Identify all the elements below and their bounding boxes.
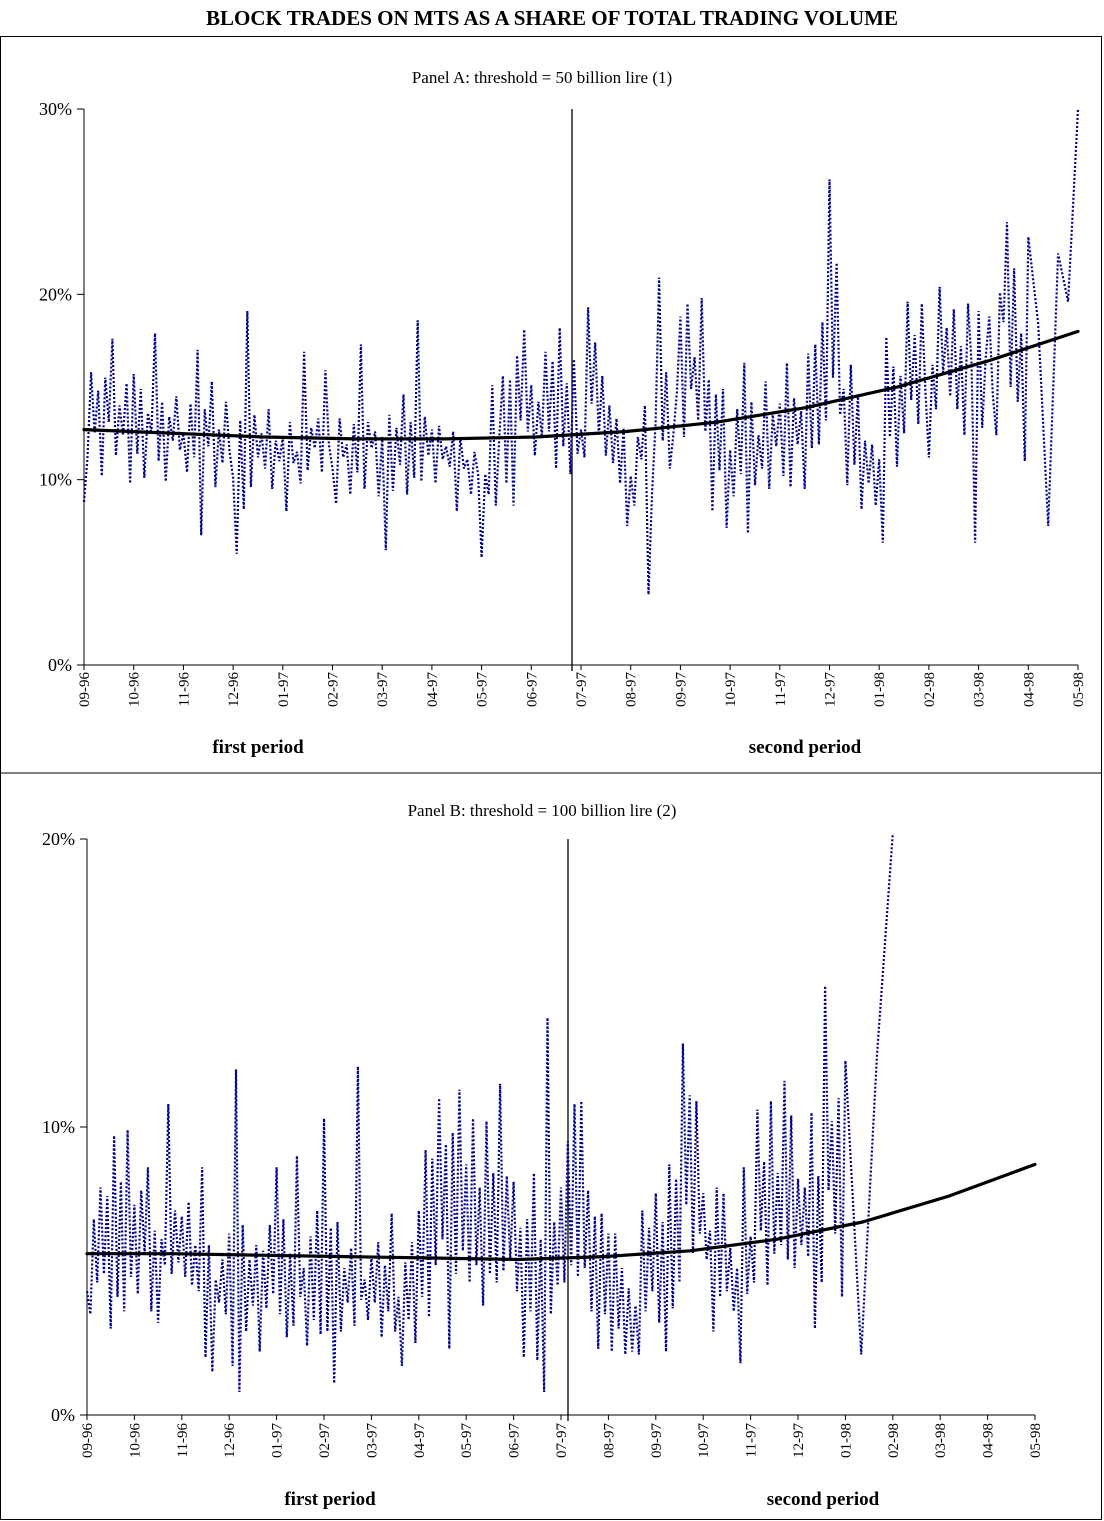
main-title: BLOCK TRADES ON MTS AS A SHARE OF TOTAL …: [206, 6, 898, 30]
x-tick-label: 03-98: [933, 1423, 949, 1458]
x-tick-label: 08-97: [601, 1423, 617, 1458]
x-tick-label: 10-97: [723, 672, 739, 707]
figure-frame: [0, 36, 1102, 1520]
x-tick-label: 04-98: [981, 1423, 997, 1458]
panel-a-title: Panel A: threshold = 50 billion lire (1): [412, 68, 672, 87]
x-tick-label: 06-97: [507, 1423, 523, 1458]
y-tick-label: 10%: [39, 470, 72, 490]
x-tick-label: 11-97: [744, 1423, 760, 1458]
y-tick-label: 20%: [42, 829, 75, 849]
x-tick-label: 12-97: [823, 672, 839, 707]
x-tick-label: 04-97: [425, 672, 441, 707]
x-tick-label: 03-97: [364, 1423, 380, 1458]
block-trade-share-series: [85, 833, 894, 1393]
x-tick-label: 10-96: [127, 1423, 143, 1458]
x-tick-label: 05-97: [475, 672, 491, 707]
x-tick-label: 09-96: [80, 1423, 96, 1458]
x-tick-label: 02-98: [886, 1423, 902, 1458]
x-tick-label: 06-97: [524, 672, 540, 707]
x-tick-label: 11-96: [175, 1423, 191, 1458]
x-tick-label: 05-98: [1071, 672, 1087, 707]
x-tick-label: 11-97: [773, 672, 789, 707]
x-tick-label: 08-97: [624, 672, 640, 707]
first-period-label: first period: [284, 1489, 376, 1510]
x-tick-label: 01-98: [838, 1423, 854, 1458]
y-tick-label: 30%: [39, 99, 72, 119]
x-tick-label: 07-97: [554, 1423, 570, 1458]
y-tick-label: 20%: [39, 284, 72, 304]
x-tick-label: 05-97: [459, 1423, 475, 1458]
x-tick-label: 12-96: [226, 672, 242, 707]
trend-line: [85, 1162, 1037, 1262]
x-tick-label: 10-96: [127, 672, 143, 707]
panel-b: Panel B: threshold = 100 billion lire (2…: [42, 801, 1044, 1510]
panel-b-title: Panel B: threshold = 100 billion lire (2…: [408, 801, 677, 820]
x-tick-label: 12-96: [222, 1423, 238, 1458]
x-tick-label: 12-97: [791, 1423, 807, 1458]
x-tick-label: 07-97: [574, 672, 590, 707]
y-tick-label: 10%: [42, 1117, 75, 1137]
x-tick-label: 11-96: [176, 672, 192, 707]
x-tick-label: 03-98: [972, 672, 988, 707]
x-tick-label: 02-97: [326, 672, 342, 707]
first-period-label: first period: [212, 737, 304, 758]
x-tick-label: 09-96: [77, 672, 93, 707]
x-tick-label: 02-98: [922, 672, 938, 707]
x-tick-label: 01-97: [276, 672, 292, 707]
x-tick-label: 04-98: [1021, 672, 1037, 707]
x-tick-label: 03-97: [375, 672, 391, 707]
x-tick-label: 04-97: [412, 1423, 428, 1458]
x-tick-label: 09-97: [649, 1423, 665, 1458]
block-trade-share-series: [82, 108, 1080, 595]
x-tick-label: 10-97: [696, 1423, 712, 1458]
panel-a: Panel A: threshold = 50 billion lire (1)…: [39, 68, 1087, 758]
x-tick-label: 05-98: [1028, 1423, 1044, 1458]
y-tick-label: 0%: [51, 1405, 75, 1425]
x-tick-label: 01-97: [270, 1423, 286, 1458]
second-period-label: second period: [767, 1489, 880, 1510]
second-period-label: second period: [749, 737, 862, 758]
y-tick-label: 0%: [48, 655, 72, 675]
x-tick-label: 02-97: [317, 1423, 333, 1458]
x-tick-label: 09-97: [673, 672, 689, 707]
x-tick-label: 01-98: [872, 672, 888, 707]
trend-line: [82, 329, 1080, 441]
